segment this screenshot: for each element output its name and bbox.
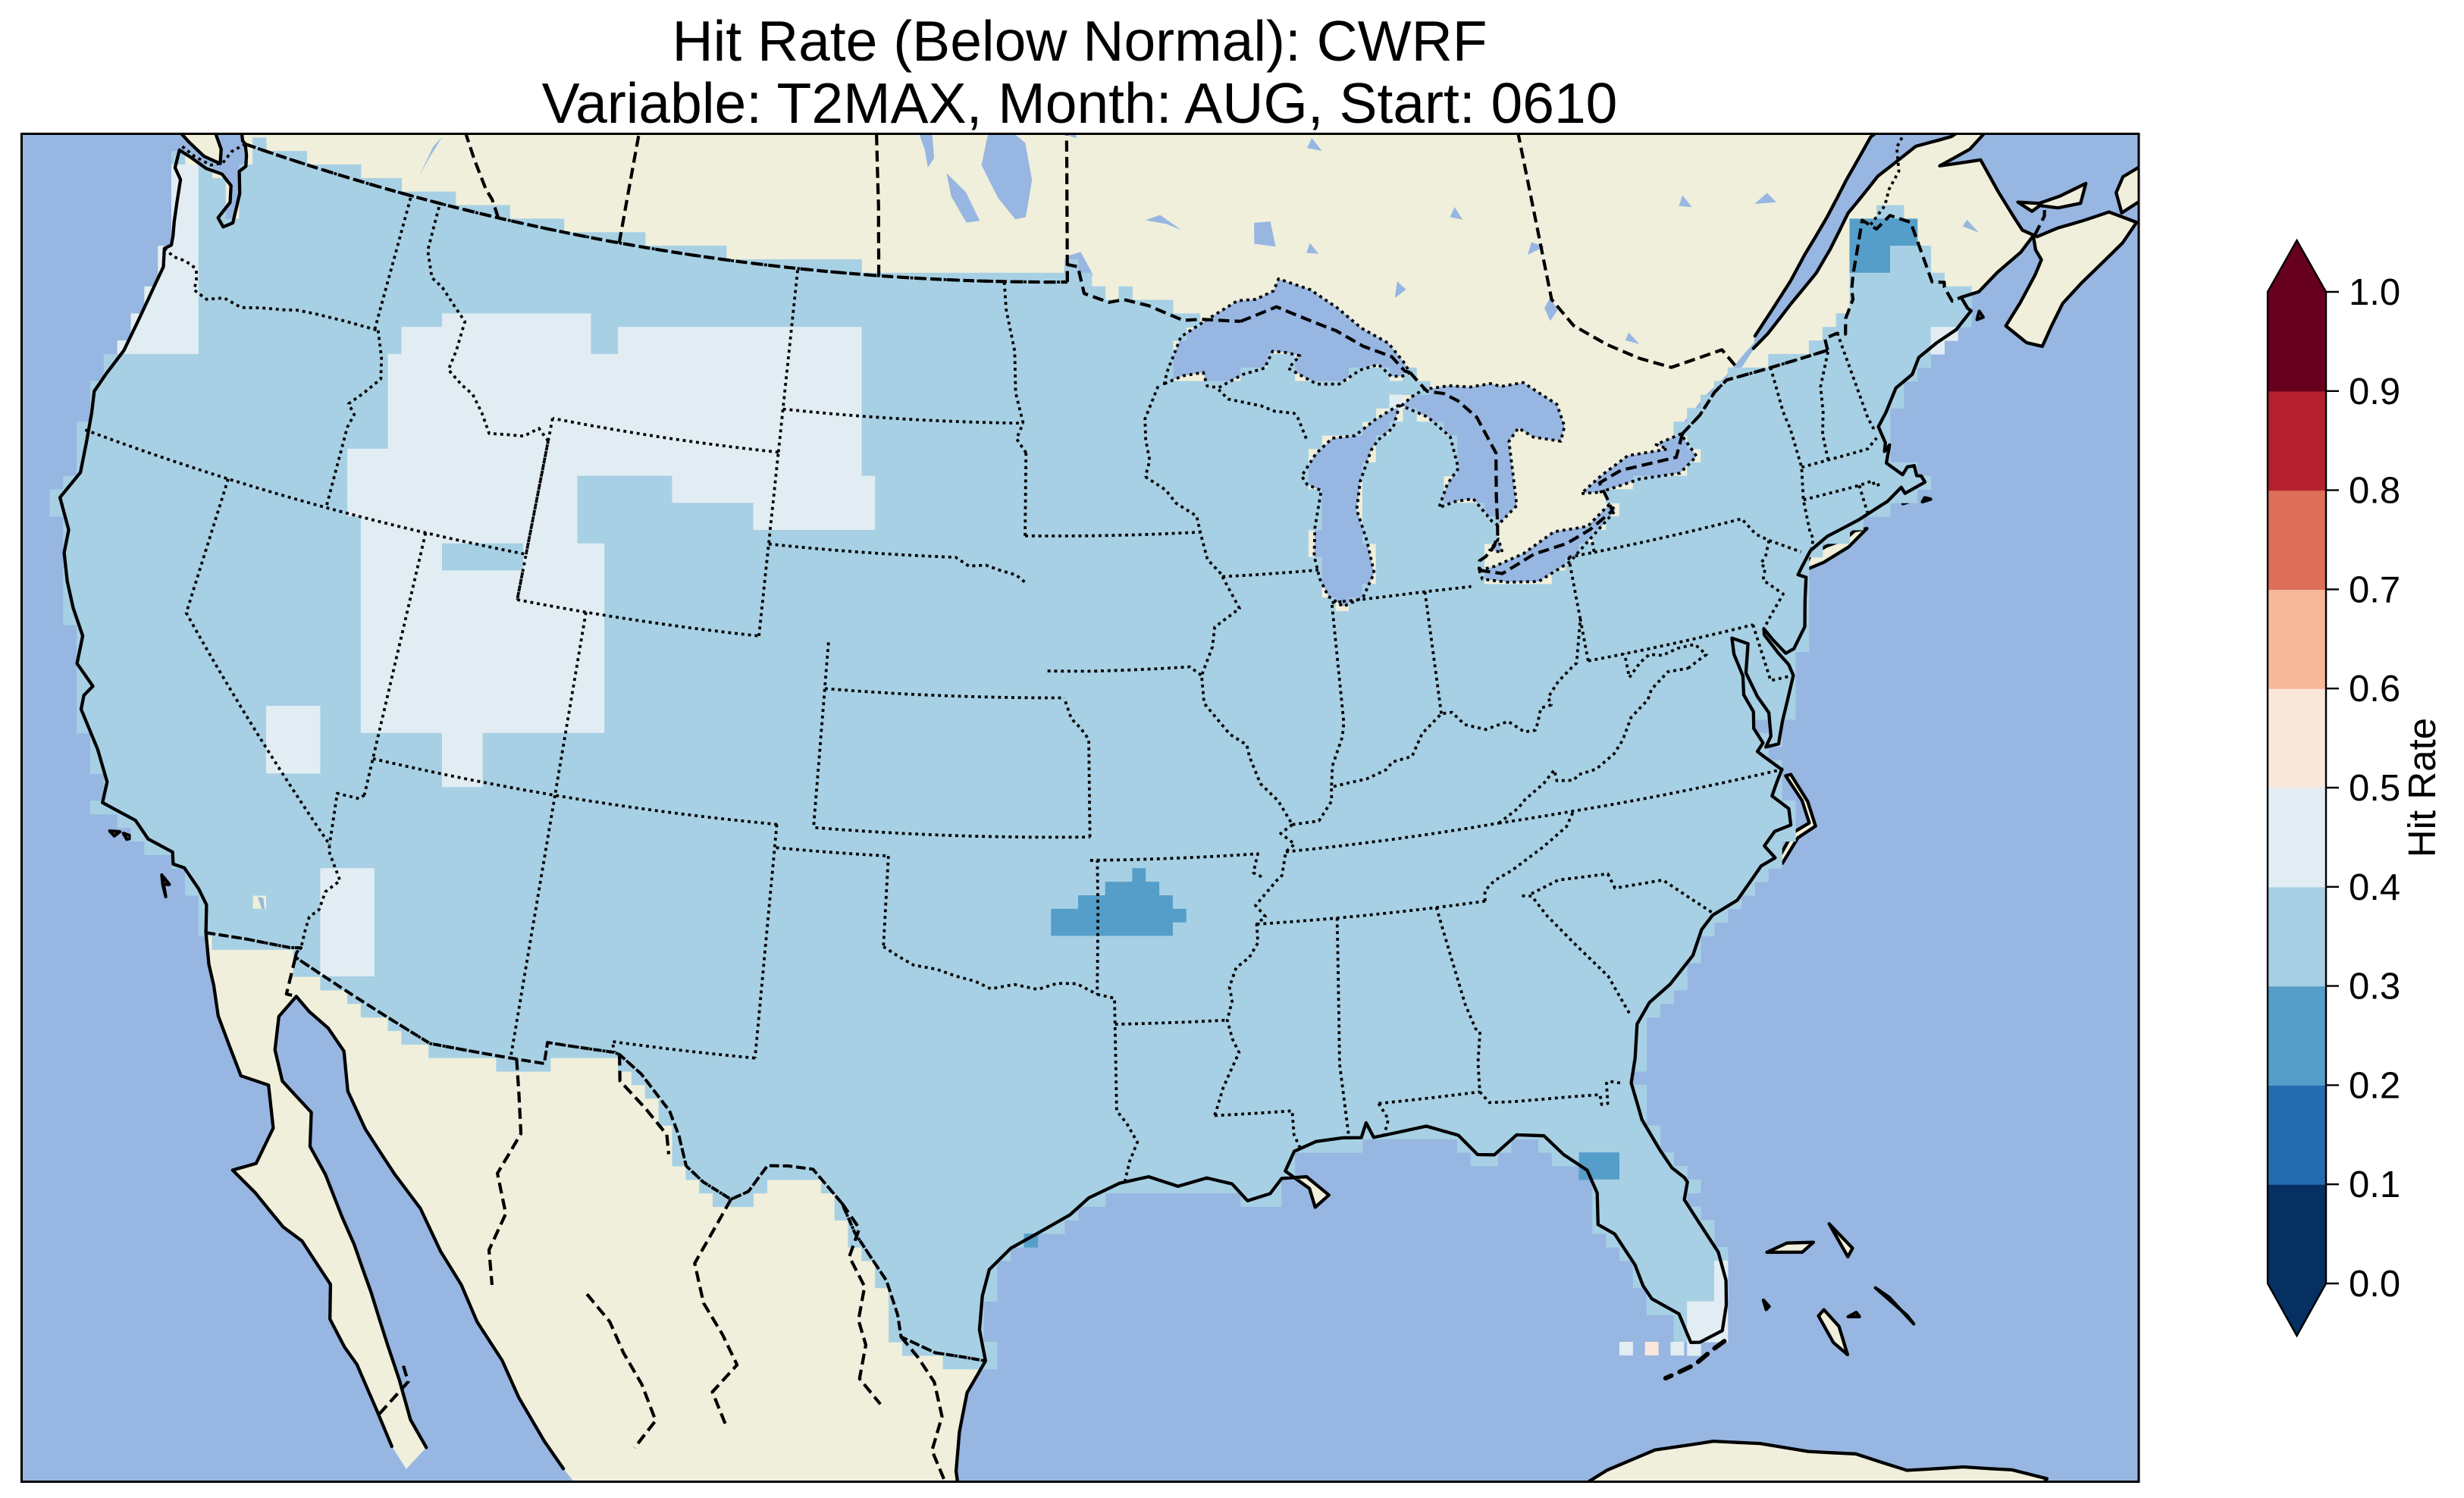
- svg-text:0.1: 0.1: [2349, 1164, 2400, 1205]
- svg-text:Variable: T2MAX, Month: AUG, S: Variable: T2MAX, Month: AUG, Start: 0610: [542, 71, 1618, 135]
- svg-text:0.5: 0.5: [2349, 768, 2400, 809]
- svg-text:0.0: 0.0: [2349, 1264, 2400, 1305]
- svg-text:0.6: 0.6: [2349, 669, 2400, 710]
- svg-text:Hit Rate: Hit Rate: [2400, 718, 2444, 857]
- svg-text:Hit Rate (Below Normal): CWRF: Hit Rate (Below Normal): CWRF: [672, 9, 1487, 73]
- svg-text:0.7: 0.7: [2349, 569, 2400, 610]
- svg-text:0.2: 0.2: [2349, 1065, 2400, 1106]
- svg-text:0.4: 0.4: [2349, 867, 2400, 908]
- svg-text:1.0: 1.0: [2349, 272, 2400, 313]
- svg-text:0.8: 0.8: [2349, 471, 2400, 512]
- svg-text:0.9: 0.9: [2349, 371, 2400, 412]
- svg-text:0.3: 0.3: [2349, 967, 2400, 1008]
